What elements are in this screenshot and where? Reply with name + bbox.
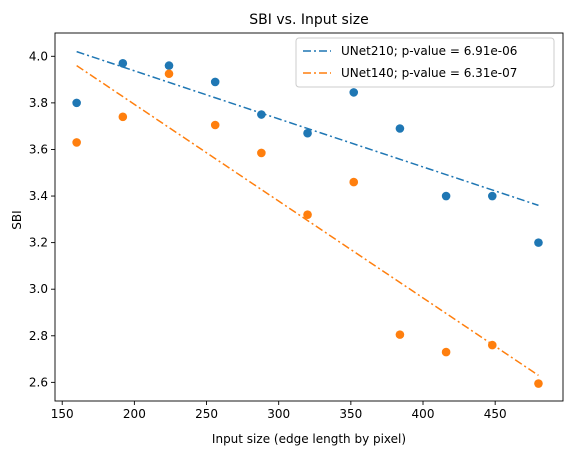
data-point-series-2 [395, 330, 405, 339]
data-point-series-1 [118, 58, 128, 68]
chart-title: SBI vs. Input size [249, 12, 368, 28]
data-point-series-1 [487, 191, 497, 201]
data-point-series-2 [72, 138, 81, 147]
y-axis-label: SBI [10, 210, 24, 229]
x-tick-label: 400 [412, 407, 435, 421]
legend-box [295, 37, 555, 88]
data-point-series-2 [441, 347, 451, 357]
ticks-layer: 150 200 250 300 350 400 450 2.6 2.8 3.0 3.2 3.4 3.6 3… [29, 49, 507, 421]
data-point-series-1 [349, 88, 359, 97]
y-tick-label: 3.8 [29, 96, 48, 110]
x-tick-label: 200 [123, 407, 146, 421]
data-point-series-1 [257, 110, 266, 119]
data-point-series-2 [118, 112, 128, 122]
y-tick-label: 3.2 [29, 236, 48, 250]
legend: UNet210; p-value = 6.91e-06 UNet140; p-va… [295, 37, 555, 88]
data-point-series-1 [395, 124, 405, 133]
data-point-series-2 [349, 177, 359, 187]
fit-line-series-1 [76, 50, 539, 207]
plot-frame [54, 32, 564, 402]
x-tick-label: 450 [484, 407, 507, 421]
data-point-series-1 [72, 98, 81, 108]
y-tick-label: 3.0 [29, 282, 48, 296]
legend-label-series-1: UNet210; p-value = 6.91e-06 [341, 44, 517, 58]
points-layer [72, 58, 543, 388]
fit-line-series-2 [76, 64, 539, 377]
data-point-series-2 [534, 379, 543, 388]
data-point-series-2 [487, 340, 497, 350]
data-point-series-1 [441, 191, 451, 201]
fit-lines-layer [76, 50, 539, 377]
data-point-series-1 [303, 128, 312, 138]
data-point-series-2 [303, 210, 312, 219]
x-axis-label: Input size (edge length by pixel) [212, 432, 406, 446]
data-point-series-1 [210, 77, 220, 87]
data-point-series-1 [164, 61, 174, 70]
x-tick-label: 300 [267, 407, 290, 421]
y-tick-label: 4.0 [29, 49, 48, 63]
y-tick-label: 3.4 [29, 189, 48, 203]
y-tick-label: 2.6 [29, 375, 48, 389]
data-point-series-2 [210, 120, 220, 130]
x-tick-label: 250 [195, 407, 218, 421]
y-tick-label: 2.8 [29, 329, 48, 343]
data-point-series-2 [164, 69, 174, 79]
y-tick-label: 3.6 [29, 142, 48, 156]
x-tick-label: 350 [339, 407, 362, 421]
x-tick-label: 150 [51, 407, 74, 421]
legend-label-series-2: UNet140; p-value = 6.31e-07 [341, 66, 517, 80]
data-point-series-1 [534, 238, 543, 247]
data-point-series-2 [257, 148, 266, 158]
